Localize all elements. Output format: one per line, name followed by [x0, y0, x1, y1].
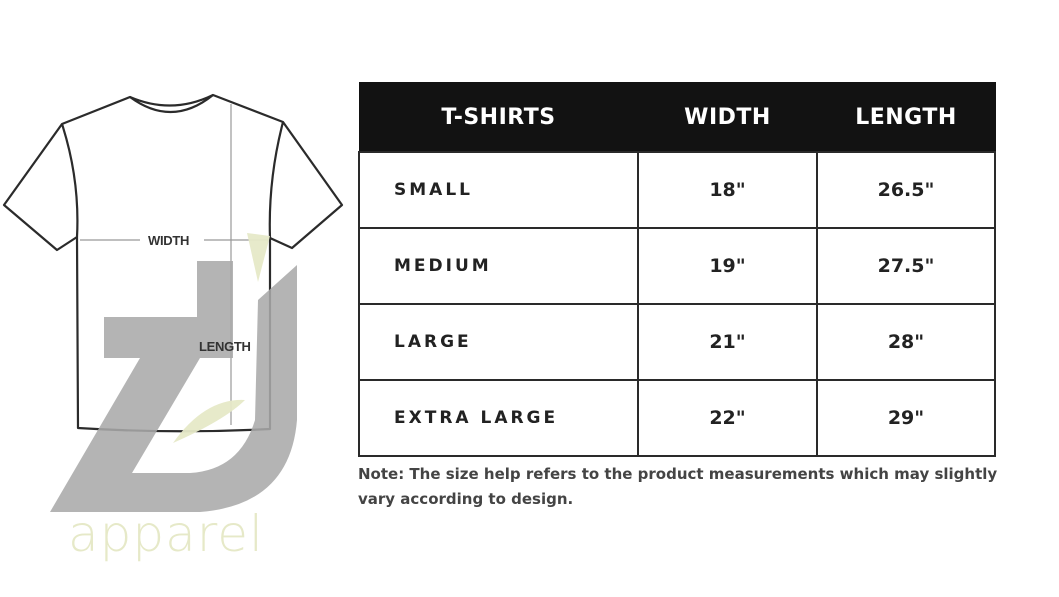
- logo-mark: [50, 233, 297, 512]
- header-length: LENGTH: [816, 82, 996, 153]
- tshirt-diagram: [2, 93, 344, 512]
- header-tshirts: T-SHIRTS: [358, 82, 639, 153]
- size-table: T-SHIRTS WIDTH LENGTH SMALL 18" 26.5" MEDI…: [358, 82, 996, 457]
- length-cell: 27.5": [816, 227, 996, 305]
- size-cell: SMALL: [358, 151, 639, 229]
- length-cell: 29": [816, 379, 996, 457]
- length-label: LENGTH: [199, 339, 251, 354]
- width-cell: 18": [637, 151, 818, 229]
- logo-text: apparel: [68, 505, 264, 563]
- width-label: WIDTH: [146, 233, 192, 248]
- size-cell: LARGE: [358, 303, 639, 381]
- table-row: EXTRA LARGE 22" 29": [358, 379, 996, 457]
- header-width: WIDTH: [637, 82, 818, 153]
- table-header-row: T-SHIRTS WIDTH LENGTH: [358, 82, 996, 153]
- width-cell: 22": [637, 379, 818, 457]
- table-row: MEDIUM 19" 27.5": [358, 227, 996, 305]
- size-note: Note: The size help refers to the produc…: [358, 465, 998, 508]
- size-cell: MEDIUM: [358, 227, 639, 305]
- table-row: LARGE 21" 28": [358, 303, 996, 381]
- width-cell: 19": [637, 227, 818, 305]
- length-cell: 28": [816, 303, 996, 381]
- width-cell: 21": [637, 303, 818, 381]
- size-cell: EXTRA LARGE: [358, 379, 639, 457]
- length-cell: 26.5": [816, 151, 996, 229]
- table-row: SMALL 18" 26.5": [358, 151, 996, 229]
